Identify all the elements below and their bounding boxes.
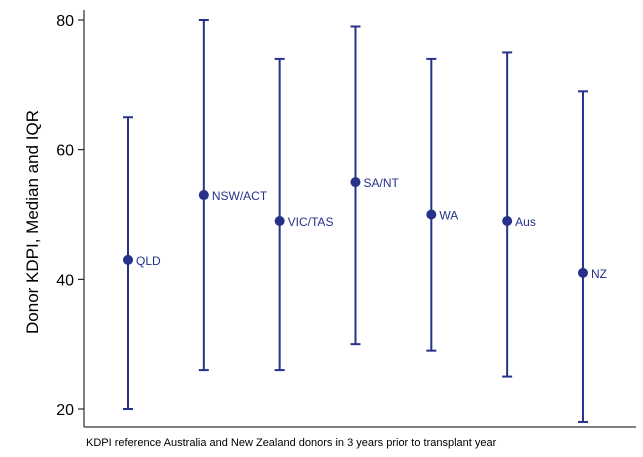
y-tick-label: 40 bbox=[56, 272, 74, 289]
point-group: NSW/ACT bbox=[198, 19, 268, 372]
point-label: WA bbox=[439, 209, 458, 223]
y-tick-label: 20 bbox=[56, 402, 74, 419]
point-group: NZ bbox=[577, 90, 607, 423]
point-group: Aus bbox=[502, 51, 536, 378]
x-axis-title: KDPI reference Australia and New Zealand… bbox=[86, 437, 497, 449]
data-marks: QLD NSW/ACT VIC/TAS SA/NT WA Aus NZ bbox=[123, 19, 607, 423]
point-label: SA/NT bbox=[363, 176, 399, 190]
median-point bbox=[426, 209, 437, 220]
median-point bbox=[577, 267, 588, 278]
median-point bbox=[123, 254, 133, 265]
median-point bbox=[502, 215, 513, 226]
median-point bbox=[274, 215, 285, 226]
median-point bbox=[198, 190, 209, 201]
point-group: VIC/TAS bbox=[274, 57, 334, 372]
median-point bbox=[350, 177, 361, 188]
point-group: SA/NT bbox=[350, 25, 399, 346]
point-label: NZ bbox=[591, 267, 607, 281]
y-axis: 20 40 60 80 bbox=[56, 10, 85, 427]
y-axis-title: Donor KDPI, Median and IQR bbox=[23, 110, 42, 334]
point-label: Aus bbox=[515, 215, 536, 229]
y-tick-label: 60 bbox=[56, 143, 74, 160]
point-label: NSW/ACT bbox=[212, 189, 268, 203]
point-group: QLD bbox=[123, 116, 161, 410]
point-label: VIC/TAS bbox=[288, 215, 334, 229]
y-tick-label: 80 bbox=[56, 13, 74, 30]
point-group: WA bbox=[426, 57, 458, 352]
point-label: QLD bbox=[136, 254, 161, 268]
